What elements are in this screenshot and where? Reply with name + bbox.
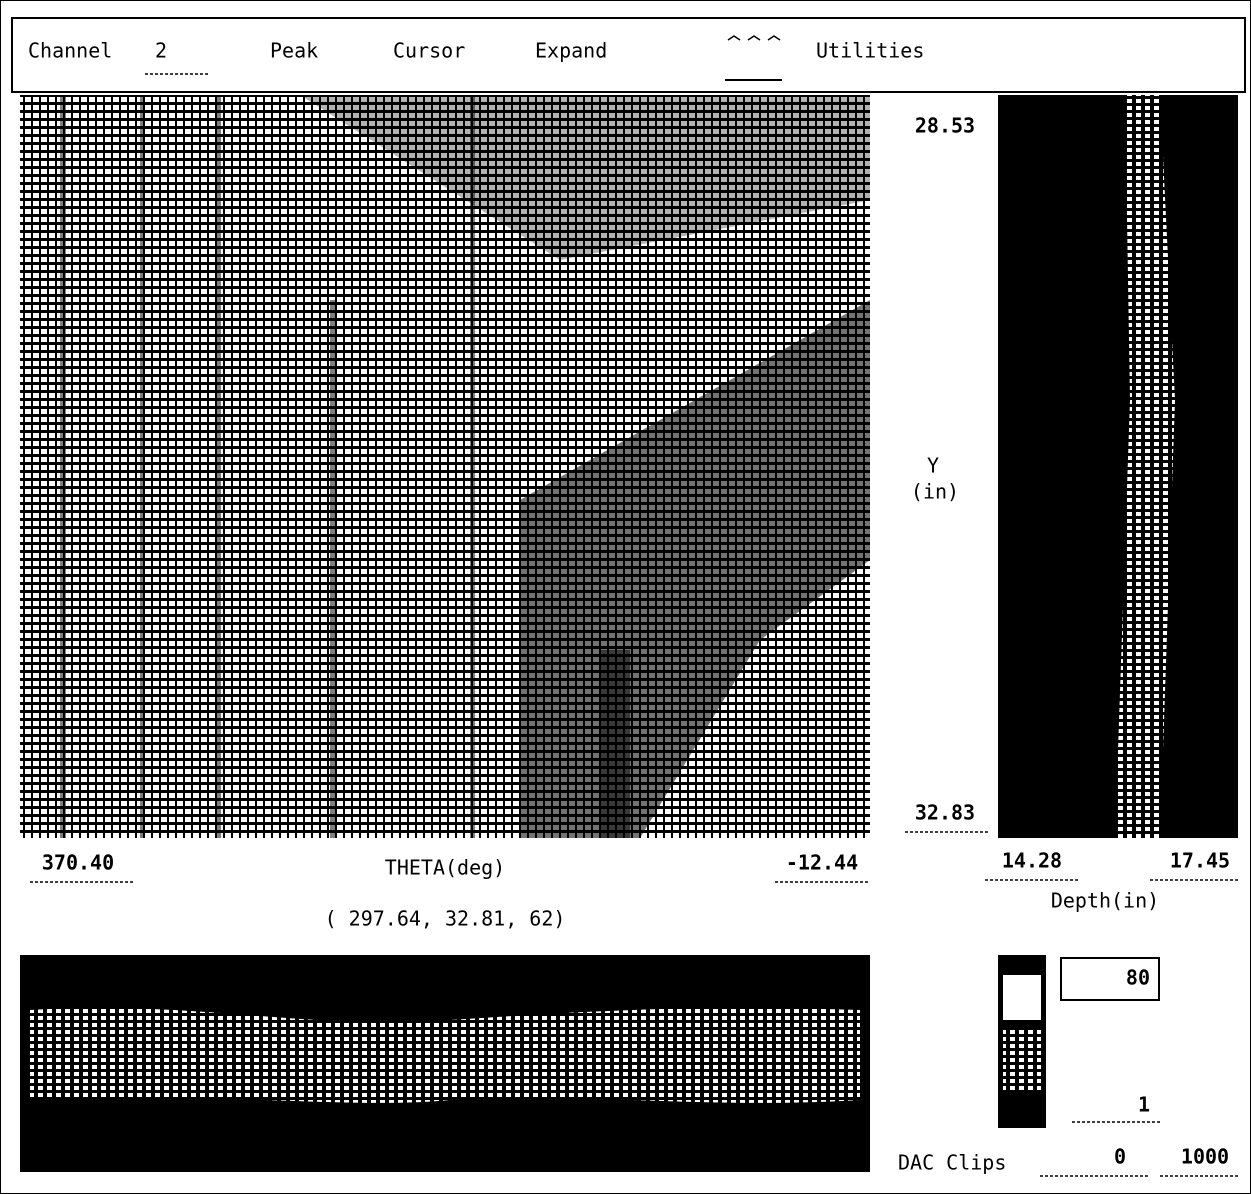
dac-max[interactable]: 1000 [1181, 1145, 1229, 1169]
waveform-band [30, 1007, 860, 1103]
y-bottom: 32.83 [915, 801, 975, 825]
channel-value[interactable]: 2 [155, 39, 167, 63]
menu-peak[interactable]: Peak [270, 39, 318, 63]
theta-label: THETA(deg) [385, 856, 505, 880]
depth-band [1115, 95, 1175, 838]
dac-min[interactable]: 0 [1114, 1145, 1126, 1169]
gain-lower[interactable]: 1 [1138, 1093, 1150, 1117]
depth-label: Depth(in) [1051, 889, 1159, 913]
color-bar-band [1003, 975, 1041, 1020]
y-axis-label: Y [927, 454, 939, 478]
menu-channel[interactable]: Channel [28, 39, 112, 63]
theta-right: -12.44 [786, 851, 858, 875]
y-axis-unit: (in) [911, 480, 959, 504]
gain-upper-box[interactable] [1060, 957, 1160, 1001]
menu-expand[interactable]: Expand [535, 39, 607, 63]
y-top: 28.53 [915, 114, 975, 138]
menu-bar [11, 17, 1246, 93]
menu-utilities[interactable]: Utilities [816, 39, 924, 63]
gain-upper[interactable]: 80 [1126, 966, 1150, 990]
scan-streaks [60, 95, 630, 838]
cursor-readout: ( 297.64, 32.81, 62) [325, 907, 566, 931]
dac-label: DAC Clips [898, 1151, 1006, 1175]
theta-left: 370.40 [42, 851, 114, 875]
depth-right: 17.45 [1170, 849, 1230, 873]
scan-shadow [300, 95, 870, 260]
depth-image[interactable] [998, 95, 1238, 838]
color-bar-band [1003, 1030, 1041, 1090]
menu-cursor[interactable]: Cursor [393, 39, 465, 63]
depth-left: 14.28 [1002, 849, 1062, 873]
menu-icon[interactable] [727, 35, 781, 41]
